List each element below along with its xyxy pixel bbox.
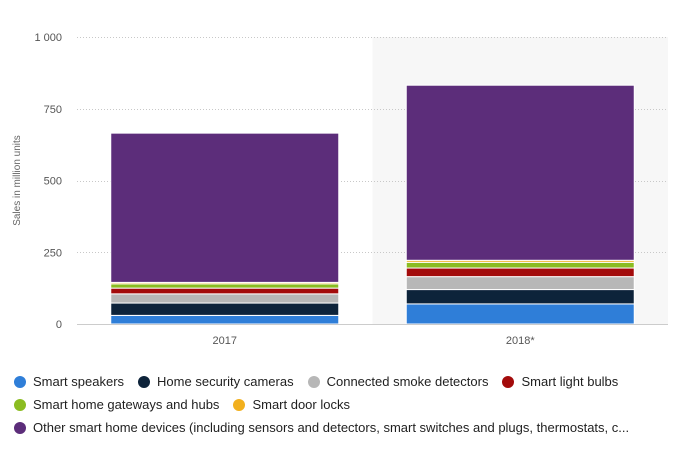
bar-segment — [405, 289, 635, 305]
legend-marker-icon — [14, 421, 26, 434]
legend-label: Smart home gateways and hubs — [33, 397, 220, 412]
bar-segment — [110, 314, 340, 325]
legend-row-1: Smart speakers Home security cameras Con… — [14, 370, 674, 393]
legend-label: Connected smoke detectors — [326, 374, 489, 389]
y-tick-label: 750 — [44, 104, 62, 116]
legend-marker-icon — [138, 375, 151, 388]
x-tick-label: 2018* — [506, 335, 535, 347]
legend-item-connected-smoke-detectors[interactable]: Connected smoke detectors — [307, 374, 489, 389]
y-tick-label: 0 — [56, 319, 62, 331]
legend-row-2: Smart home gateways and hubs Smart door … — [14, 393, 674, 416]
legend-label: Smart light bulbs — [521, 374, 619, 389]
legend-label: Smart speakers — [33, 374, 125, 389]
bar-segment — [110, 132, 340, 283]
bar-segment — [110, 302, 340, 316]
chart-svg: 0 250 500 750 1 000 Sales in million units 201… — [12, 32, 668, 347]
bar-segment — [405, 276, 635, 291]
legend-item-smart-speakers[interactable]: Smart speakers — [14, 374, 124, 389]
legend-item-smart-door-locks[interactable]: Smart door locks — [233, 397, 350, 412]
bar-segment — [405, 267, 635, 278]
bar-segment — [405, 303, 635, 325]
legend-marker-icon — [233, 398, 246, 411]
bar-segment — [405, 84, 635, 261]
y-tick-label: 250 — [44, 247, 62, 259]
bar-segment — [110, 283, 340, 289]
legend-marker-icon — [307, 375, 320, 388]
legend-item-other-smart-home-devices[interactable]: Other smart home devices (including sens… — [14, 420, 629, 435]
legend: Smart speakers Home security cameras Con… — [14, 370, 674, 439]
y-axis-label: Sales in million units — [12, 135, 23, 226]
bar-segment — [110, 293, 340, 304]
legend-marker-icon — [14, 375, 26, 388]
legend-item-smart-home-gateways-and-hubs[interactable]: Smart home gateways and hubs — [14, 397, 219, 412]
y-tick-label: 1 000 — [34, 32, 62, 44]
x-tick-label: 2017 — [213, 335, 237, 347]
legend-marker-icon — [14, 398, 26, 411]
bar-segment — [405, 261, 635, 269]
legend-row-3: Other smart home devices (including sens… — [14, 416, 674, 439]
legend-item-smart-light-bulbs[interactable]: Smart light bulbs — [502, 374, 618, 389]
y-tick-label: 500 — [44, 176, 62, 188]
legend-marker-icon — [502, 375, 515, 388]
legend-label: Smart door locks — [252, 397, 350, 412]
legend-item-home-security-cameras[interactable]: Home security cameras — [138, 374, 294, 389]
bar-segment — [110, 287, 340, 295]
legend-label: Home security cameras — [157, 374, 294, 389]
legend-label: Other smart home devices (including sens… — [33, 420, 630, 435]
